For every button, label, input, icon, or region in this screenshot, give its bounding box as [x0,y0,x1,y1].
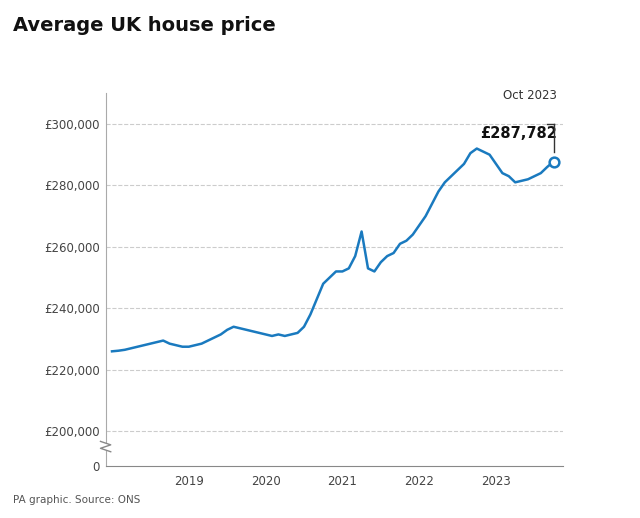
Text: PA graphic. Source: ONS: PA graphic. Source: ONS [13,495,140,505]
Text: Average UK house price: Average UK house price [13,16,276,35]
Text: £287,782: £287,782 [480,125,557,140]
Text: Oct 2023: Oct 2023 [503,90,557,103]
